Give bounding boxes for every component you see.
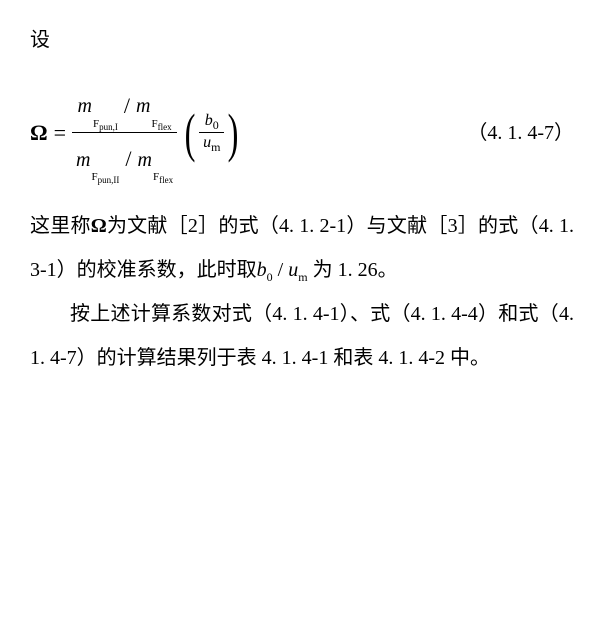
var-m2: m [136, 84, 150, 128]
intro-text: 设 [30, 29, 50, 51]
m-FpunI: m Fpun,I [78, 84, 118, 128]
u-var: u [203, 134, 211, 151]
paren-frac-den: um [199, 133, 224, 155]
equation-row: Ω = m Fpun,I / m Fflex m [30, 82, 574, 184]
outer-fraction: m Fpun,I / m Fflex m Fpun,II / [72, 82, 177, 184]
sub-FpunI: Fpun,I [92, 119, 118, 132]
paragraph-2: 按上述计算系数对式（4. 1. 4-1）、式（4. 1. 4-4）和式（4. 1… [30, 292, 574, 380]
sub-Fflex-den: Fflex [152, 172, 173, 185]
omega-symbol: Ω [30, 109, 48, 157]
paren-fraction: b0 um [199, 111, 224, 155]
var-m4: m [138, 138, 152, 182]
m-FpunII: m Fpun,II [76, 138, 119, 182]
equation-body: Ω = m Fpun,I / m Fflex m [30, 82, 242, 184]
paren-frac-num: b0 [201, 111, 223, 133]
outer-frac-numerator: m Fpun,I / m Fflex [74, 82, 176, 130]
outer-frac-denominator: m Fpun,II / m Fflex [72, 135, 177, 183]
p2-text: 按上述计算系数对式（4. 1. 4-1）、式（4. 1. 4-4）和式（4. 1… [30, 303, 574, 369]
p1-t3: 为 1. 26。 [308, 259, 398, 281]
intro-line: 设 [30, 18, 574, 62]
paragraph-1: 这里称Ω为文献［2］的式（4. 1. 2-1）与文献［3］的式（4. 1. 3-… [30, 204, 574, 292]
page-root: 设 Ω = m Fpun,I / m Fflex [0, 0, 604, 410]
slash-den: / [125, 135, 131, 183]
p1-b: b [257, 259, 267, 281]
outer-frac-bar [72, 132, 177, 133]
equals-sign: = [54, 109, 66, 157]
sub-FpunII: Fpun,II [91, 172, 120, 185]
slash-num: / [124, 82, 130, 130]
p1-t1: 这里称 [30, 215, 91, 237]
b-sub: 0 [213, 118, 219, 132]
b-var: b [205, 112, 213, 129]
m-Fflex-num: m Fflex [136, 84, 172, 128]
left-paren: ( [185, 106, 196, 160]
m-Fflex-den: m Fflex [138, 138, 174, 182]
u-sub: m [211, 141, 220, 155]
var-m3: m [76, 138, 90, 182]
p1-omega: Ω [91, 215, 107, 237]
p1-slash: / [273, 259, 289, 281]
var-m: m [78, 84, 92, 128]
sub-Fflex-num: Fflex [150, 119, 171, 132]
p1-u: u [288, 259, 298, 281]
paren-group: ( b0 um ) [181, 106, 242, 160]
right-paren: ) [228, 106, 239, 160]
p1-u-sub: m [298, 270, 307, 284]
equation-number: （4. 1. 4-7） [457, 111, 574, 155]
